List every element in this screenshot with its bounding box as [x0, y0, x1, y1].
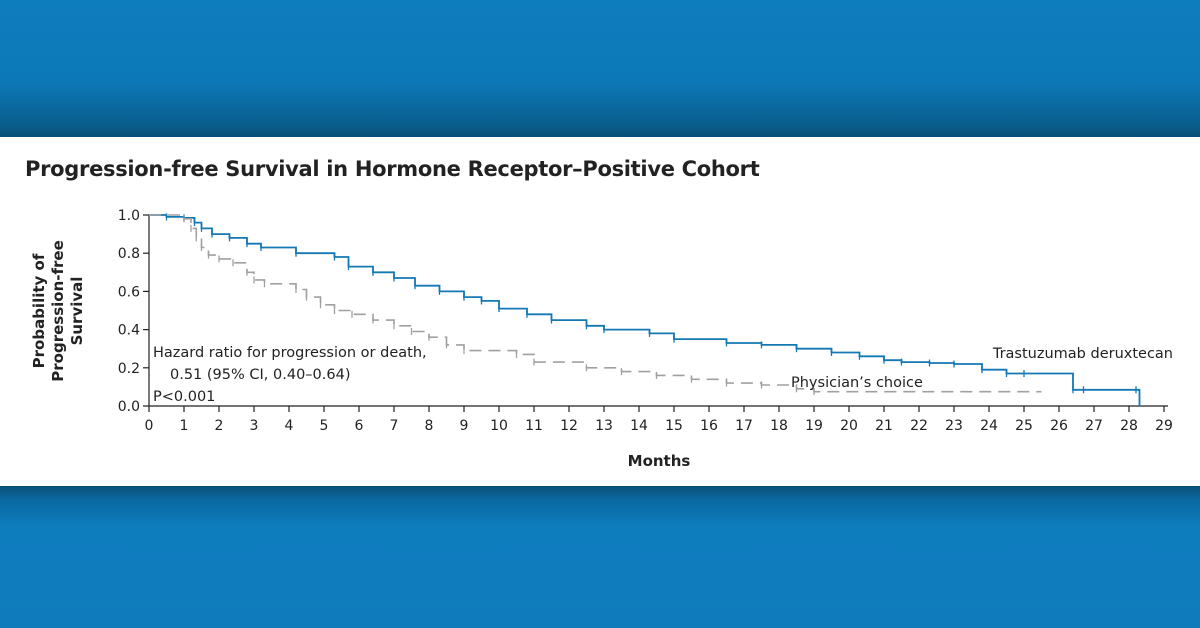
x-tick-label: 28 [1120, 418, 1138, 434]
x-tick-label: 23 [945, 418, 963, 434]
x-tick-label: 9 [460, 418, 469, 434]
x-tick-label: 0 [145, 418, 154, 434]
y-tick-label: 0.6 [118, 284, 140, 300]
top-banner [0, 0, 1200, 137]
y-tick-label: 0.8 [118, 246, 140, 262]
x-tick-label: 4 [285, 418, 294, 434]
x-tick-label: 11 [525, 418, 543, 434]
x-tick-label: 14 [630, 418, 648, 434]
x-tick-label: 17 [735, 418, 753, 434]
series-layer [149, 213, 1141, 406]
x-tick-label: 2 [215, 418, 224, 434]
x-tick-label: 7 [390, 418, 399, 434]
x-tick-label: 15 [665, 418, 683, 434]
x-tick-label: 5 [320, 418, 329, 434]
chart-panel [0, 137, 1200, 486]
x-tick-label: 3 [250, 418, 259, 434]
y-axis-title: Probability of Progression-free Survival [30, 240, 86, 381]
x-tick-label: 21 [875, 418, 893, 434]
x-tick-label: 8 [425, 418, 434, 434]
p-value: P<0.001 [153, 389, 215, 405]
x-tick-label: 10 [490, 418, 508, 434]
x-axis-title: Months [628, 452, 691, 470]
x-tick-label: 20 [840, 418, 858, 434]
x-tick-label: 18 [770, 418, 788, 434]
series-line-trastuzumab-deruxtecan [149, 214, 1141, 406]
x-tick-label: 19 [805, 418, 823, 434]
x-tick-label: 25 [1015, 418, 1033, 434]
x-tick-label: 6 [355, 418, 364, 434]
y-tick-label: 1.0 [118, 208, 140, 224]
y-axis-title-line-1: Probability of [30, 253, 48, 368]
series-line-physicians-choice [149, 214, 1042, 393]
series-label-trastuzumab: Trastuzumab deruxtecan [992, 346, 1173, 362]
bottom-banner [0, 486, 1200, 628]
y-axis-title-line-3: Survival [68, 277, 86, 346]
x-tick-label: 1 [180, 418, 189, 434]
hazard-ratio-line-2: 0.51 (95% CI, 0.40–0.64) [170, 367, 351, 383]
x-tick-label: 24 [980, 418, 998, 434]
x-tick-label: 12 [560, 418, 578, 434]
y-ticks: 0.0 0.2 0.4 0.6 0.8 1.0 [118, 208, 149, 415]
x-tick-label: 16 [700, 418, 718, 434]
hazard-ratio-line-1: Hazard ratio for progression or death, [153, 345, 427, 361]
x-tick-label: 26 [1050, 418, 1068, 434]
x-tick-label: 29 [1155, 418, 1173, 434]
y-axis-title-line-2: Progression-free [49, 240, 67, 381]
series-label-physicians-choice: Physician’s choice [791, 375, 923, 391]
y-tick-label: 0.4 [118, 323, 140, 339]
x-tick-label: 13 [595, 418, 613, 434]
y-tick-label: 0.2 [118, 361, 140, 377]
chart-title: Progression-free Survival in Hormone Rec… [25, 157, 760, 181]
x-tick-label: 22 [910, 418, 928, 434]
x-ticks: 0 1 2 3 4 5 6 7 8 9 10 11 12 13 14 15 16 17 18 19 20 21 22 23 24… [145, 406, 1173, 434]
x-tick-label: 27 [1085, 418, 1103, 434]
axes [148, 215, 1168, 407]
y-tick-label: 0.0 [118, 399, 140, 415]
